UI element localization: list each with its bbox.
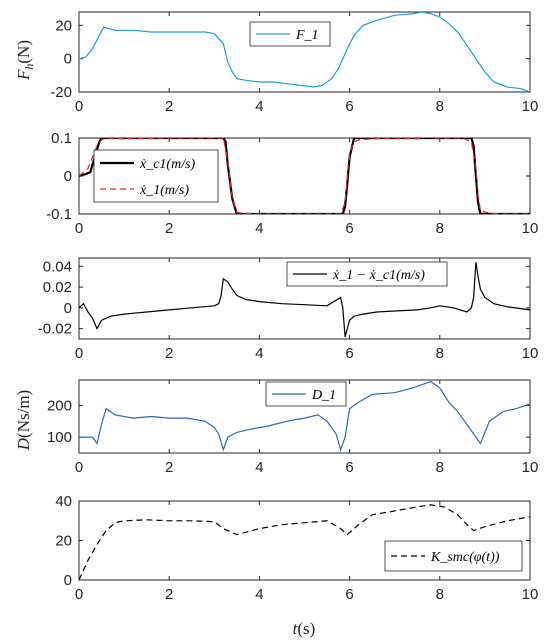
plot-damping: 0 2 4 6 8 10 100 200 D_1 [47, 379, 539, 476]
x-tick-label: 4 [255, 459, 263, 476]
x-tick-label: 8 [436, 220, 444, 237]
x-tick-label: 6 [345, 345, 353, 362]
series-line-velocity-0 [79, 138, 530, 214]
xlabel-time: t(s) [293, 619, 316, 638]
x-tick-label: 10 [522, 98, 539, 115]
x-tick-label: 2 [165, 98, 173, 115]
series-line-f1-0 [79, 12, 530, 92]
series-line-velocity-1 [79, 138, 530, 214]
y-tick-label: 0.04 [43, 258, 72, 275]
x-tick-label: 8 [436, 459, 444, 476]
legend-ksmc: K_smc(φ(t)) [384, 540, 523, 572]
legend-velocity: ẋ_c1(m/s) ẋ_1(m/s) [93, 149, 219, 203]
x-tick-label: 8 [436, 586, 444, 603]
plot-ksmc: 0 2 4 6 8 10 0 20 40 K_smc(φ(t)) [55, 493, 538, 603]
y-tick-label: -0.1 [46, 206, 72, 223]
legend-f1: F_1 [249, 21, 331, 47]
series-line-damping-0 [79, 380, 530, 452]
legend-label: F_1 [295, 28, 319, 43]
x-tick-label: 10 [522, 459, 539, 476]
x-tick-label: 2 [165, 459, 173, 476]
x-tick-label: 4 [255, 345, 263, 362]
x-tick-label: 0 [75, 586, 83, 603]
y-tick-label: -20 [50, 84, 72, 101]
x-tick-label: 10 [522, 345, 539, 362]
legend-label: ẋ_c1(m/s) [139, 157, 196, 172]
x-tick-label: 10 [522, 220, 539, 237]
x-tick-label: 6 [345, 98, 353, 115]
x-tick-label: 0 [75, 459, 83, 476]
legend-label: K_smc(φ(t)) [430, 550, 500, 565]
y-tick-label: 200 [47, 397, 72, 414]
x-tick-label: 0 [75, 220, 83, 237]
y-tick-label: 0.02 [43, 279, 72, 296]
legend-velocity-error: ẋ_1 − ẋ_c1(m/s) [286, 261, 448, 287]
x-tick-label: 8 [436, 98, 444, 115]
y-tick-label: 0 [64, 168, 72, 185]
x-tick-label: 0 [75, 98, 83, 115]
y-tick-label: 0 [64, 51, 72, 68]
y-tick-label: -0.02 [38, 321, 72, 338]
x-tick-label: 4 [255, 98, 263, 115]
legend-damping: D_1 [265, 381, 347, 407]
x-tick-label: 4 [255, 586, 263, 603]
x-tick-label: 6 [345, 220, 353, 237]
x-tick-label: 6 [345, 586, 353, 603]
legend-label: D_1 [311, 388, 336, 403]
plot-frame-damping [78, 379, 531, 454]
y-tick-label: 0 [64, 300, 72, 317]
legend-box [93, 149, 219, 203]
x-tick-label: 2 [165, 220, 173, 237]
ylabel-force: Fh(N) [14, 40, 36, 81]
plot-frame-velocity-error [78, 257, 531, 340]
x-tick-label: 2 [165, 345, 173, 362]
legend-label: ẋ_1 − ẋ_c1(m/s) [332, 268, 425, 283]
x-tick-label: 2 [165, 586, 173, 603]
legend-box [384, 540, 523, 572]
series-line-ksmc-0 [79, 504, 530, 580]
y-tick-label: 100 [47, 429, 72, 446]
legend-label: ẋ_1(m/s) [139, 183, 189, 198]
x-tick-label: 0 [75, 345, 83, 362]
y-tick-label: 20 [55, 533, 72, 550]
y-tick-label: 40 [55, 493, 72, 510]
series-line-velocity-error-0 [79, 262, 530, 338]
ylabel-damping: D(Ns/m) [14, 390, 33, 451]
y-tick-label: 20 [55, 17, 72, 34]
y-tick-label: 0 [64, 572, 72, 589]
plot-frame-f1 [78, 11, 531, 93]
x-tick-label: 8 [436, 345, 444, 362]
y-tick-label: 0.1 [51, 130, 72, 147]
x-tick-label: 4 [255, 220, 263, 237]
plot-velocity: 0 2 4 6 8 10-0.100.1ẋ_c1(m/s)ẋ_1(m/s) [46, 130, 538, 237]
x-tick-label: 6 [345, 459, 353, 476]
x-tick-label: 10 [522, 586, 539, 603]
